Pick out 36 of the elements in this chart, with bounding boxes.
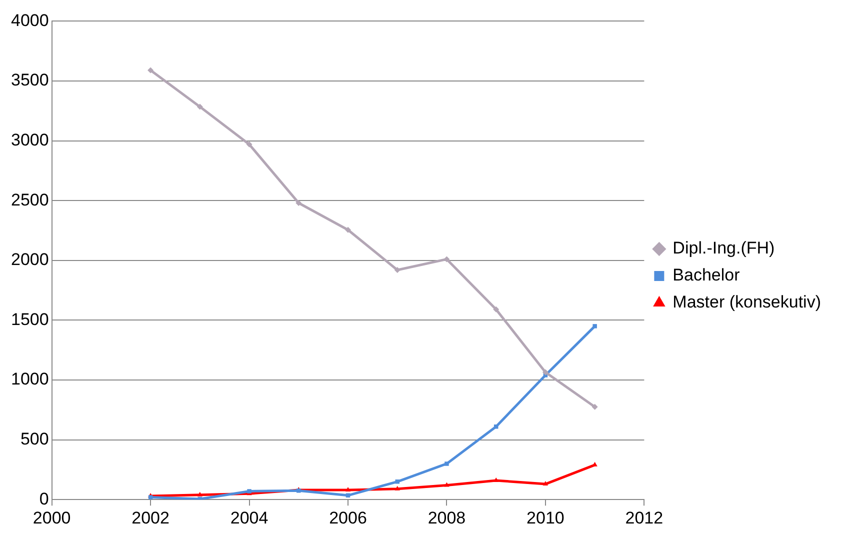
legend-label: Master (konsekutiv) bbox=[672, 292, 822, 312]
point bbox=[592, 404, 598, 410]
x-tick-label: 2010 bbox=[526, 508, 564, 528]
point bbox=[197, 492, 203, 496]
y-tick-label: 3500 bbox=[10, 70, 49, 90]
x-tick-label: 2000 bbox=[32, 508, 71, 528]
legend-label: Bachelor bbox=[672, 266, 740, 285]
y-tick-label: 2000 bbox=[10, 250, 49, 270]
point bbox=[542, 369, 548, 376]
point bbox=[345, 226, 351, 233]
point bbox=[148, 67, 154, 74]
point bbox=[494, 424, 498, 429]
y-tick-label: 1500 bbox=[10, 310, 49, 329]
y-tick-label: 500 bbox=[20, 429, 49, 448]
x-tick-label: 2012 bbox=[625, 508, 664, 528]
point bbox=[345, 487, 351, 492]
point bbox=[196, 104, 203, 110]
point bbox=[296, 200, 302, 206]
y-tick-label: 2500 bbox=[10, 190, 49, 210]
point bbox=[493, 306, 500, 312]
x-tick-label: 2006 bbox=[329, 508, 367, 528]
legend-label: Dipl.-Ing.(FH) bbox=[672, 238, 775, 258]
x-tick-label: 2002 bbox=[132, 508, 170, 528]
x-tick-label: 2004 bbox=[230, 508, 268, 528]
y-tick-label: 4000 bbox=[10, 10, 49, 30]
y-tick-label: 1000 bbox=[10, 370, 49, 389]
y-tick-label: 0 bbox=[39, 489, 49, 508]
point bbox=[394, 486, 400, 490]
point bbox=[395, 480, 400, 484]
point bbox=[592, 324, 597, 328]
x-tick-label: 2008 bbox=[428, 508, 466, 528]
point bbox=[394, 266, 400, 273]
point bbox=[444, 462, 449, 466]
y-tick-label: 3000 bbox=[10, 130, 49, 150]
point bbox=[246, 141, 252, 148]
point bbox=[542, 481, 548, 486]
